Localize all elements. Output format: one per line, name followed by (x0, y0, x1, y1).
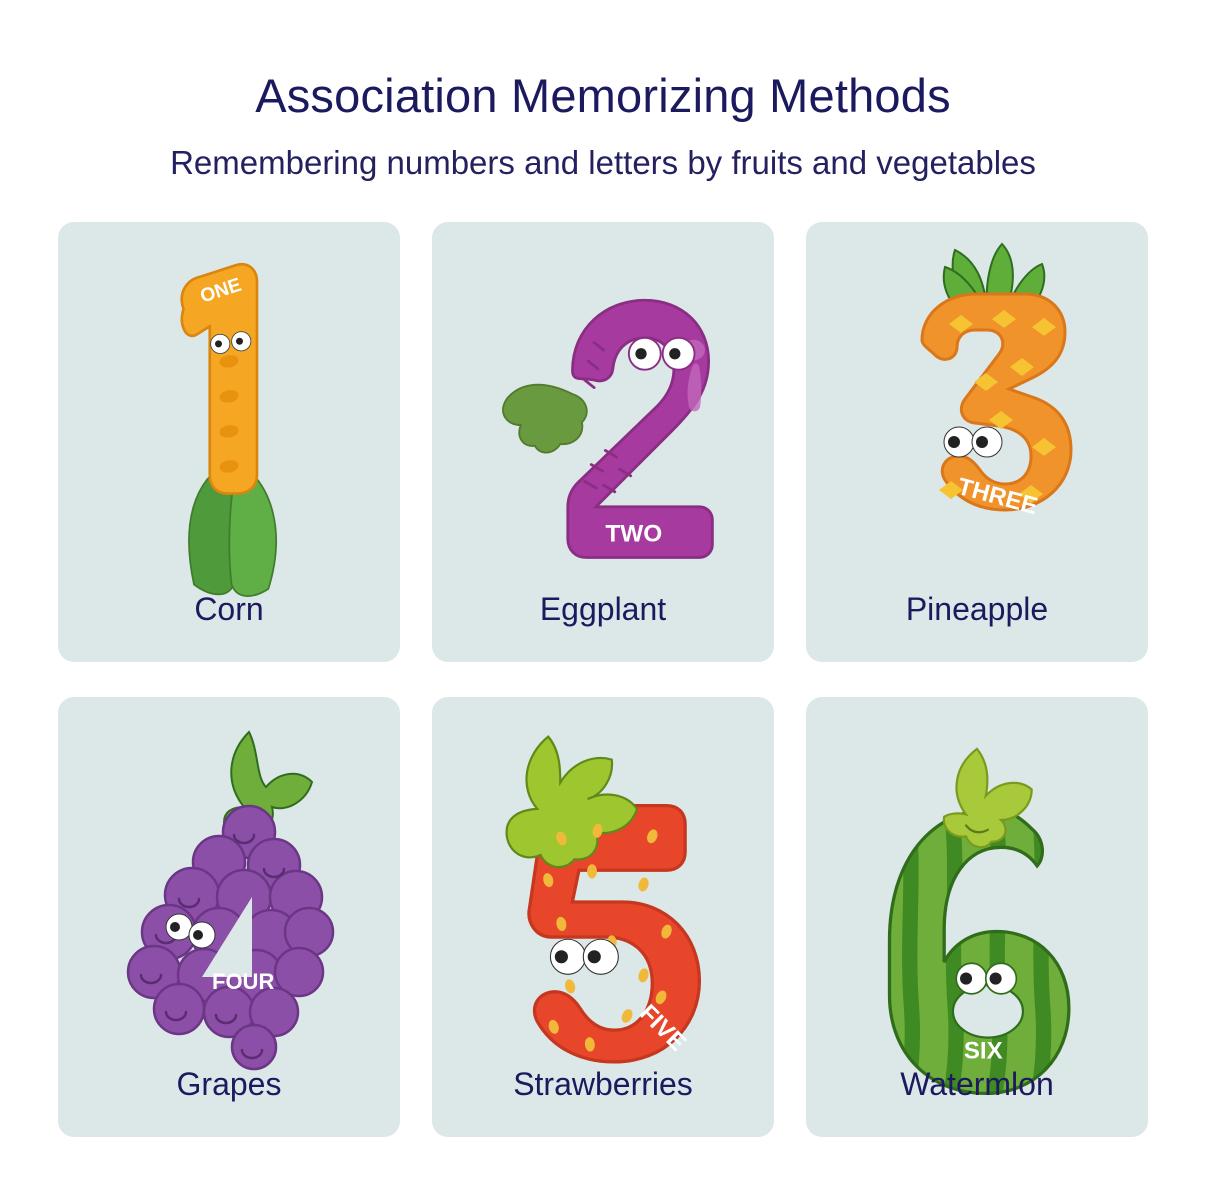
svg-text:TWO: TWO (605, 521, 662, 548)
svg-text:SIX: SIX (964, 1037, 1003, 1064)
svg-text:FOUR: FOUR (212, 969, 274, 994)
